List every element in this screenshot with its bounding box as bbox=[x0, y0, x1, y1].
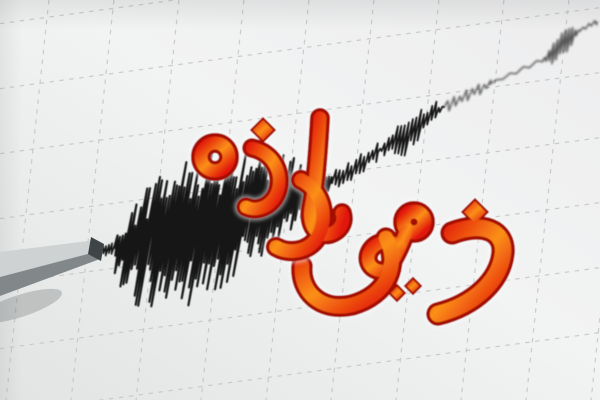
w-larzeh-fill bbox=[194, 111, 350, 258]
pen-tip bbox=[88, 237, 104, 261]
trace-segment bbox=[147, 149, 258, 308]
grid-line-horizontal bbox=[96, 332, 600, 400]
left-edge-shade bbox=[0, 0, 22, 400]
trace-segment bbox=[489, 59, 544, 85]
letter-lam bbox=[303, 111, 350, 241]
trace-segment bbox=[443, 79, 492, 112]
grid-line-vertical bbox=[460, 0, 505, 400]
grid-line-vertical bbox=[330, 0, 375, 400]
headline-word-zamin bbox=[289, 196, 517, 328]
trace-segment bbox=[377, 100, 445, 157]
letter-re bbox=[269, 173, 330, 258]
grid-line-vertical bbox=[525, 0, 570, 400]
letter-ye-dot bbox=[406, 279, 420, 293]
headline-calligraphy bbox=[189, 106, 517, 328]
letter-ze-dot bbox=[464, 201, 486, 223]
grid-line-horizontal bbox=[0, 72, 600, 155]
trace-segment bbox=[100, 242, 116, 257]
grid-line-vertical bbox=[70, 0, 115, 400]
letter-ze-dot bbox=[253, 120, 273, 140]
pen-arm-top-face bbox=[0, 240, 99, 277]
letter-ze bbox=[239, 141, 286, 216]
grid-line-vertical bbox=[590, 310, 600, 400]
seismogram-trace-far bbox=[443, 20, 598, 112]
trace-segment bbox=[112, 175, 162, 307]
seismograph-pen-arm bbox=[0, 237, 104, 324]
trace-segment bbox=[331, 142, 379, 188]
letter-heh bbox=[194, 136, 236, 178]
trace-segment bbox=[579, 20, 598, 32]
headline-word-larzeh bbox=[189, 106, 355, 264]
letter-mim bbox=[396, 204, 432, 240]
letter-ye-dot bbox=[390, 286, 404, 300]
pen-arm-shadow bbox=[0, 288, 62, 324]
top-edge-shade bbox=[0, 0, 600, 30]
letter-nun bbox=[294, 230, 399, 314]
pen-arm-side-face bbox=[0, 251, 100, 296]
letter-ze bbox=[429, 219, 512, 323]
trace-segment bbox=[542, 26, 581, 65]
